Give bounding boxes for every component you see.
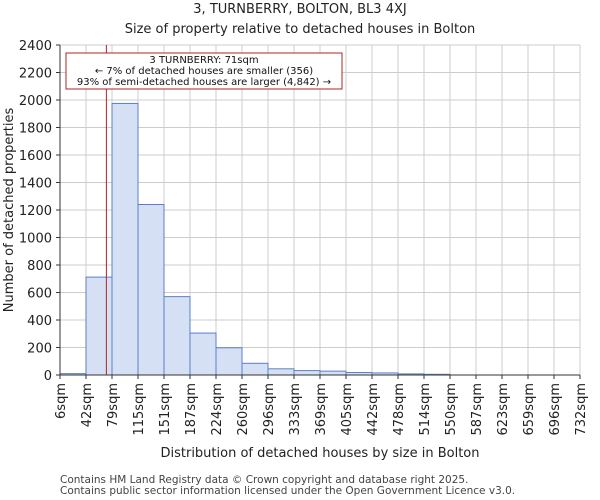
x-tick-label: 79sqm: [106, 383, 121, 427]
y-axis-ticks: 0 200 400 600 800 1000 1200 1400 1600 1800 2000 220…: [19, 39, 60, 384]
x-tick-label: 550sqm: [444, 383, 459, 436]
y-tick-label: 400: [27, 314, 52, 329]
x-tick-label: 696sqm: [548, 383, 563, 436]
x-tick-label: 405sqm: [340, 383, 355, 436]
y-tick-label: 200: [27, 342, 52, 357]
histogram-bar: [267, 368, 295, 376]
chart-title: 3, TURNBERRY, BOLTON, BL3 4XJ: [193, 2, 406, 17]
x-tick-label: 587sqm: [470, 383, 485, 436]
histogram-bar: [215, 347, 243, 376]
y-tick-label: 2000: [19, 94, 52, 109]
annotation-box: 3 TURNBERRY: 71sqm ← 7% of detached hous…: [65, 52, 343, 90]
x-tick-label: 478sqm: [392, 383, 407, 436]
y-tick-label: 800: [27, 259, 52, 274]
footer-line-2: Contains public sector information licen…: [60, 485, 515, 497]
y-tick-label: 1800: [19, 122, 52, 137]
y-tick-label: 600: [27, 287, 52, 302]
x-tick-label: 514sqm: [418, 383, 433, 436]
x-axis-label: Distribution of detached houses by size …: [160, 446, 479, 461]
y-tick-label: 2200: [19, 67, 52, 82]
histogram-bar: [137, 204, 165, 376]
chart-subtitle: Size of property relative to detached ho…: [125, 22, 476, 37]
y-tick-label: 2400: [19, 39, 52, 54]
histogram-bar: [241, 362, 269, 376]
annotation-line-1: 3 TURNBERRY: 71sqm: [149, 55, 258, 66]
y-tick-label: 1400: [19, 177, 52, 192]
x-axis-ticks: 6sqm 42sqm 79sqm 115sqm 151sqm 187sqm 224sqm 26…: [54, 375, 589, 436]
y-tick-label: 1600: [19, 149, 52, 164]
x-tick-label: 369sqm: [314, 383, 329, 436]
histogram-bar: [85, 276, 113, 376]
x-tick-label: 6sqm: [54, 383, 69, 419]
y-tick-label: 1200: [19, 204, 52, 219]
x-tick-label: 732sqm: [574, 383, 589, 436]
bars: [59, 102, 451, 376]
histogram-bar: [319, 370, 347, 376]
x-tick-label: 333sqm: [288, 383, 303, 436]
histogram-bar: [163, 296, 191, 376]
x-tick-label: 260sqm: [236, 383, 251, 436]
x-tick-label: 42sqm: [80, 383, 95, 427]
y-tick-label: 1000: [19, 232, 52, 247]
x-tick-label: 659sqm: [522, 383, 537, 436]
x-tick-label: 151sqm: [158, 383, 173, 436]
annotation-line-3: 93% of semi-detached houses are larger (…: [77, 77, 331, 88]
annotation-line-2: ← 7% of detached houses are smaller (356…: [95, 66, 313, 77]
histogram-bar: [293, 370, 321, 376]
footer-line-1: Contains HM Land Registry data © Crown c…: [60, 474, 468, 486]
histogram-bar: [189, 332, 217, 376]
x-tick-label: 187sqm: [184, 383, 199, 436]
y-axis-label: Number of detached properties: [2, 108, 17, 313]
histogram-bar: [111, 102, 139, 376]
x-tick-label: 115sqm: [132, 383, 147, 436]
y-tick-label: 0: [44, 369, 52, 384]
x-tick-label: 623sqm: [496, 383, 511, 436]
x-tick-label: 224sqm: [210, 383, 225, 436]
x-tick-label: 296sqm: [262, 383, 277, 436]
x-tick-label: 442sqm: [366, 383, 381, 436]
annotation-border: [65, 52, 343, 90]
